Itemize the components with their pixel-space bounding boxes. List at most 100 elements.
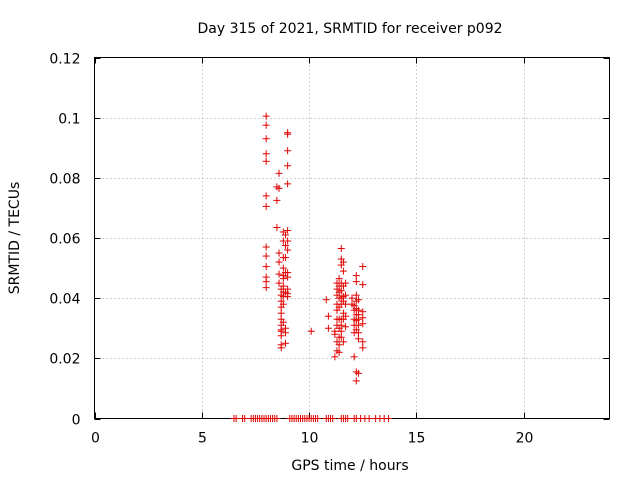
data-point (279, 264, 287, 272)
data-point (262, 150, 270, 158)
data-point (273, 223, 281, 231)
data-point (277, 309, 285, 317)
data-point (284, 273, 292, 281)
data-point (335, 348, 343, 356)
data-point (279, 282, 287, 290)
data-point (344, 415, 352, 422)
data-point (354, 296, 362, 304)
data-point (262, 202, 270, 210)
x-tick-label: 15 (408, 431, 426, 447)
data-point (339, 267, 347, 275)
y-tick-label: 0 (72, 413, 81, 429)
data-point (273, 415, 281, 422)
data-point (275, 249, 283, 257)
data-point (350, 353, 358, 361)
data-point (284, 237, 292, 245)
data-point (275, 279, 283, 287)
data-point (314, 415, 322, 422)
data-point (232, 415, 240, 422)
data-point (275, 169, 283, 177)
data-point (337, 287, 345, 295)
data-point (262, 278, 270, 286)
data-point (335, 275, 343, 283)
x-axis-label: GPS time / hours (291, 458, 408, 474)
data-point (354, 369, 362, 377)
data-point (281, 254, 289, 262)
data-point (342, 323, 350, 331)
y-axis-label: SRMTID / TECUs (7, 182, 23, 295)
data-point (281, 339, 289, 347)
data-point (279, 318, 287, 326)
data-point (262, 243, 270, 251)
x-tick-label: 10 (301, 431, 319, 447)
data-point (352, 291, 360, 299)
data-point (359, 338, 367, 346)
data-point (284, 147, 292, 155)
y-tick-label: 0.06 (49, 232, 80, 248)
data-point (262, 252, 270, 260)
data-point (384, 415, 392, 422)
data-point (324, 324, 332, 332)
axis-ticks: 0 0.02 0.04 0.06 0.08 0.1 0.12 0 5 10 15 20 (49, 52, 610, 447)
data-point (348, 294, 356, 302)
data-point (354, 315, 362, 323)
data-point (331, 353, 339, 361)
data-point (324, 312, 332, 320)
y-tick-label: 0.1 (58, 112, 80, 128)
data-point (354, 321, 362, 329)
data-point (277, 344, 285, 352)
data-point (342, 291, 350, 299)
data-point (339, 338, 347, 346)
data-point (284, 130, 292, 138)
data-point (359, 344, 367, 352)
data-points (230, 112, 392, 422)
y-tick-label: 0.12 (49, 52, 80, 68)
data-point (281, 329, 289, 337)
data-point (279, 275, 287, 283)
data-point (337, 327, 345, 335)
data-point (275, 270, 283, 278)
data-point (337, 333, 345, 341)
data-point (273, 196, 281, 204)
data-point (262, 284, 270, 292)
data-point (359, 314, 367, 322)
data-point (284, 180, 292, 188)
data-point (262, 192, 270, 200)
data-point (359, 263, 367, 271)
data-point (284, 162, 292, 170)
y-tick-label: 0.04 (49, 292, 80, 308)
data-point (307, 327, 315, 335)
data-point (365, 415, 373, 422)
data-point (342, 312, 350, 320)
data-point (359, 320, 367, 328)
data-point (279, 300, 287, 308)
grid-lines (94, 57, 610, 419)
data-point (284, 246, 292, 254)
data-point (339, 258, 347, 266)
x-tick-label: 0 (91, 431, 100, 447)
data-point (284, 293, 292, 301)
data-point (277, 332, 285, 340)
data-point (359, 281, 367, 289)
data-point (354, 329, 362, 337)
y-tick-label: 0.08 (49, 172, 80, 188)
data-point (337, 245, 345, 253)
data-point (262, 121, 270, 129)
data-point (359, 308, 367, 316)
data-point (262, 157, 270, 165)
data-point (337, 321, 345, 329)
x-tick-label: 20 (516, 431, 534, 447)
data-point (322, 296, 330, 304)
x-tick-label: 5 (198, 431, 207, 447)
data-point (352, 278, 360, 286)
data-point (262, 263, 270, 271)
data-point (241, 415, 249, 422)
chart-title: Day 315 of 2021, SRMTID for receiver p09… (197, 21, 502, 37)
data-point (352, 377, 360, 385)
y-tick-label: 0.02 (49, 352, 80, 368)
data-point (262, 135, 270, 143)
data-point (342, 279, 350, 287)
data-point (284, 226, 292, 234)
